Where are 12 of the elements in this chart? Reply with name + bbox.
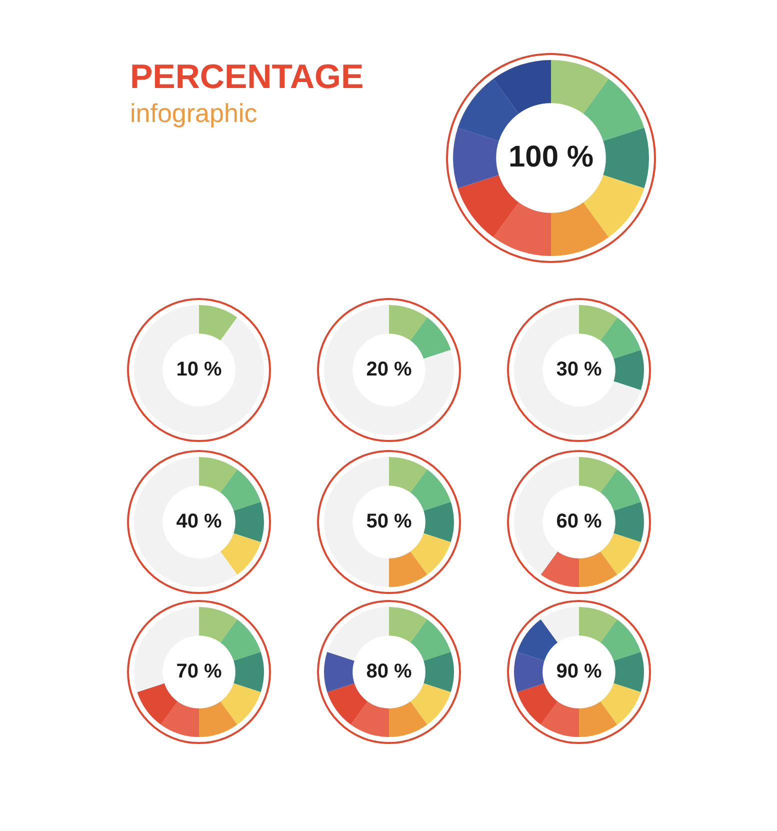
chart-title: PERCENTAGE: [130, 58, 364, 97]
text: 10 %: [176, 358, 222, 381]
text: 20 %: [366, 358, 412, 381]
text: 100 %: [508, 140, 594, 174]
text: 90 %: [556, 660, 602, 683]
text: 50 %: [366, 510, 412, 533]
text: 60 %: [556, 510, 602, 533]
text: 40 %: [176, 510, 222, 533]
text: 30 %: [556, 358, 602, 381]
text: infographic: [130, 98, 258, 129]
text: 70 %: [176, 660, 222, 683]
text: 80 %: [366, 660, 412, 683]
